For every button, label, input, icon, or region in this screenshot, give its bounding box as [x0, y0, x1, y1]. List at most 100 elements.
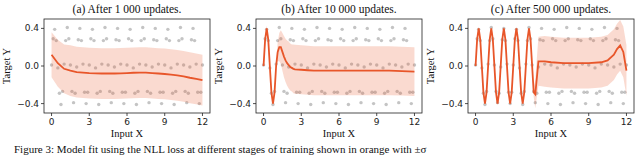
y-tick — [41, 28, 44, 29]
y-tick-label: 0.4 — [25, 23, 40, 33]
data-point — [130, 39, 133, 42]
data-point — [540, 27, 543, 30]
data-point — [322, 101, 325, 104]
data-point — [53, 28, 56, 31]
data-point — [301, 37, 304, 40]
data-point — [347, 103, 350, 106]
x-axis-label: Input X — [323, 128, 356, 139]
panel: 036912−0.40.00.4(c) After 500 000 update… — [425, 3, 634, 139]
x-tick — [202, 113, 203, 116]
data-point — [80, 39, 83, 42]
data-point — [122, 102, 125, 105]
data-point — [355, 37, 358, 40]
x-tick — [301, 113, 302, 116]
data-point — [584, 102, 587, 105]
data-point — [59, 103, 62, 106]
x-tick — [263, 113, 264, 116]
data-point — [622, 102, 625, 105]
x-tick — [89, 113, 90, 116]
data-point — [410, 102, 413, 105]
data-point — [78, 27, 81, 30]
data-point — [582, 91, 585, 94]
data-point — [166, 28, 169, 31]
data-point — [560, 90, 563, 93]
x-tick-label: 6 — [124, 117, 130, 127]
data-point — [66, 26, 69, 29]
data-point — [545, 91, 548, 94]
data-point — [402, 38, 405, 41]
data-point — [403, 27, 406, 30]
y-tick-label: 0.4 — [237, 23, 252, 33]
x-tick — [513, 113, 514, 116]
data-point — [334, 102, 337, 105]
y-tick — [41, 103, 44, 104]
y-tick-label: −0.4 — [441, 99, 463, 109]
data-point — [329, 39, 332, 42]
data-point — [190, 38, 193, 41]
data-point — [160, 102, 163, 105]
data-point — [296, 102, 299, 105]
x-tick — [475, 113, 476, 116]
mean-line — [476, 28, 627, 103]
data-point — [565, 26, 568, 29]
data-point — [179, 26, 182, 29]
data-point — [571, 101, 574, 104]
data-point — [72, 101, 75, 104]
data-point — [353, 26, 356, 29]
data-point — [128, 28, 131, 31]
std-band — [264, 26, 415, 107]
data-point — [557, 92, 560, 95]
x-tick-label: 9 — [374, 117, 380, 127]
y-tick — [253, 66, 256, 67]
data-point — [97, 103, 100, 106]
y-tick — [253, 28, 256, 29]
data-point — [620, 91, 623, 94]
data-point — [391, 26, 394, 29]
data-point — [546, 102, 549, 105]
y-axis-label: Target Y — [425, 47, 436, 84]
data-point — [598, 90, 601, 93]
data-point — [58, 92, 61, 95]
data-point — [304, 39, 307, 42]
data-point — [339, 37, 342, 40]
panel-title: (a) After 1 000 updates. — [73, 3, 182, 16]
data-point — [110, 101, 113, 104]
y-tick — [41, 66, 44, 67]
x-tick — [626, 113, 627, 116]
x-tick-label: 3 — [298, 117, 304, 127]
axes-frame — [44, 19, 210, 113]
data-point — [180, 37, 183, 40]
data-point — [377, 37, 380, 40]
data-point — [578, 27, 581, 30]
figure: 036912−0.40.00.4(a) After 1 000 updates.… — [0, 0, 640, 158]
data-point — [405, 39, 408, 42]
data-point — [366, 27, 369, 30]
x-tick-label: 0 — [49, 117, 55, 127]
mean-line — [52, 55, 203, 80]
data-point — [114, 38, 117, 41]
x-tick-label: 12 — [621, 117, 632, 127]
x-tick — [51, 113, 52, 116]
data-point — [367, 39, 370, 42]
data-point — [117, 39, 120, 42]
data-point — [143, 37, 146, 40]
std-band — [52, 32, 203, 105]
x-tick-label: 6 — [336, 117, 342, 127]
plot-data — [262, 26, 416, 107]
data-point — [397, 101, 400, 104]
data-point — [135, 103, 138, 106]
data-point — [595, 92, 598, 95]
data-point — [342, 39, 345, 42]
data-point — [147, 101, 150, 104]
x-tick-label: 0 — [473, 117, 479, 127]
data-point — [77, 38, 80, 41]
panel-title: (c) After 500 000 updates. — [491, 3, 612, 16]
x-tick — [551, 113, 552, 116]
y-axis-label: Target Y — [213, 47, 224, 84]
data-point — [285, 92, 288, 95]
data-point — [177, 39, 180, 42]
data-point — [389, 39, 392, 42]
data-point — [596, 103, 599, 106]
panel: 036912−0.40.00.4(a) After 1 000 updates.… — [1, 3, 210, 139]
data-point — [284, 101, 287, 104]
